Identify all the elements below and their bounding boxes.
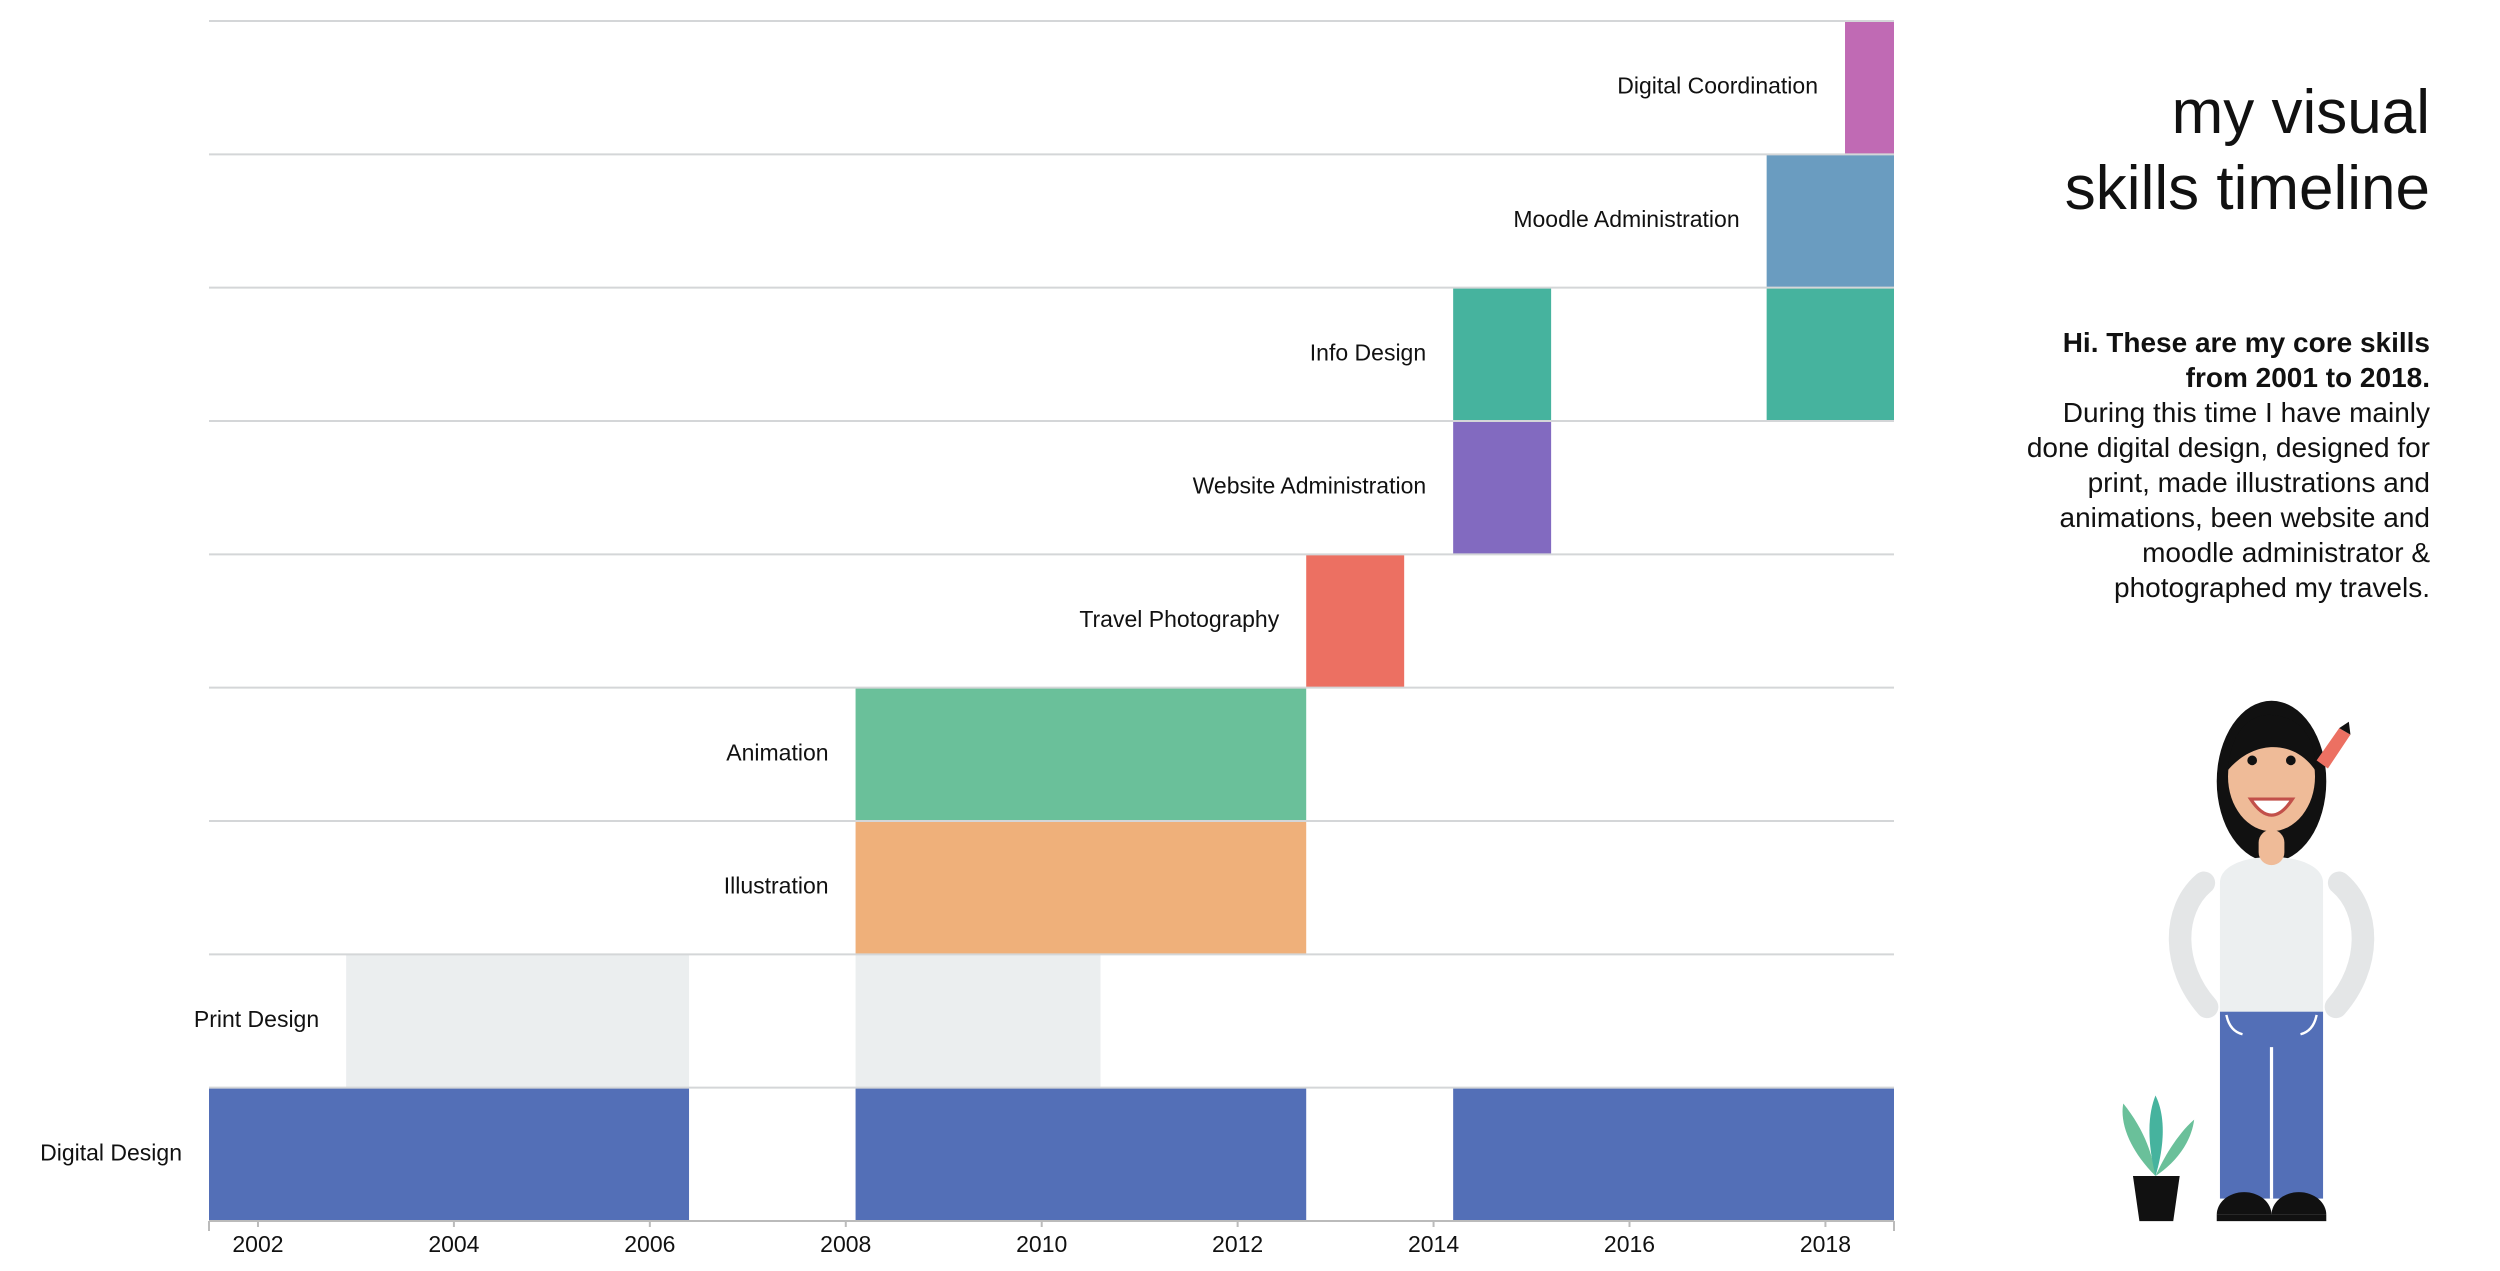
x-tick-label: 2014 <box>1408 1231 1459 1257</box>
bar <box>1766 287 1894 421</box>
bar <box>209 1087 690 1221</box>
row-label: Moodle Administration <box>1513 206 1739 232</box>
intro-text: During this time I have mainly done digi… <box>2026 397 2430 603</box>
x-tick-label: 2018 <box>1800 1231 1851 1257</box>
bar <box>855 954 1101 1088</box>
bar <box>855 687 1307 821</box>
x-tick-label: 2012 <box>1212 1231 1263 1257</box>
x-tick-label: 2006 <box>624 1231 675 1257</box>
bar <box>1306 554 1405 688</box>
x-tick-label: 2002 <box>232 1231 283 1257</box>
row-label: Digital Coordination <box>1617 73 1818 99</box>
bar <box>1453 421 1552 555</box>
row-label: Digital Design <box>40 1139 182 1165</box>
bar <box>855 821 1307 955</box>
title-line: my visual <box>2171 78 2430 147</box>
title: my visual skills timeline <box>2065 75 2430 227</box>
row-label: Illustration <box>724 873 829 899</box>
title-line: skills timeline <box>2064 154 2430 223</box>
row-label: Animation <box>726 739 828 765</box>
x-tick-label: 2016 <box>1604 1231 1655 1257</box>
bar <box>346 954 690 1088</box>
bar <box>1766 154 1894 288</box>
x-tick-label: 2010 <box>1016 1231 1067 1257</box>
row-label: Print Design <box>194 1006 319 1032</box>
bar <box>855 1087 1307 1221</box>
intro-bold: Hi. These are my core skills from 2001 t… <box>2062 327 2430 393</box>
row-label: Travel Photography <box>1079 606 1279 632</box>
x-tick-label: 2008 <box>820 1231 871 1257</box>
intro: Hi. These are my core skills from 2001 t… <box>2010 325 2430 605</box>
bar <box>1453 287 1552 421</box>
row-label: Info Design <box>1310 339 1426 365</box>
illustration <box>2122 700 2375 1222</box>
x-tick-label: 2004 <box>428 1231 479 1257</box>
row-label: Website Administration <box>1193 473 1427 499</box>
bar <box>1845 21 1894 155</box>
bar <box>1453 1087 1894 1221</box>
